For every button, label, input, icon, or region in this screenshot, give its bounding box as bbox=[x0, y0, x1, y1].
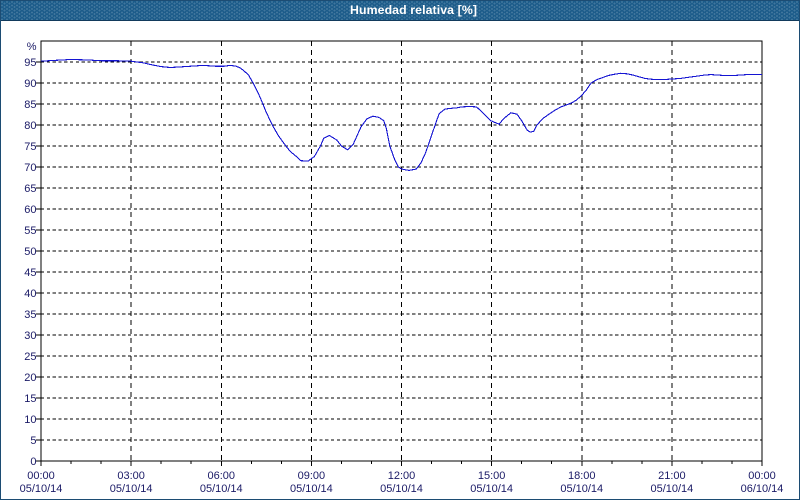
svg-text:18:00: 18:00 bbox=[568, 470, 596, 482]
svg-text:75: 75 bbox=[24, 141, 36, 153]
svg-text:21:00: 21:00 bbox=[658, 470, 686, 482]
svg-text:05/10/14: 05/10/14 bbox=[290, 483, 333, 495]
svg-text:45: 45 bbox=[24, 267, 36, 279]
svg-text:05/10/14: 05/10/14 bbox=[380, 483, 423, 495]
svg-text:90: 90 bbox=[24, 78, 36, 90]
svg-text:05/10/14: 05/10/14 bbox=[470, 483, 513, 495]
svg-text:12:00: 12:00 bbox=[388, 470, 416, 482]
svg-text:40: 40 bbox=[24, 288, 36, 300]
svg-text:03:00: 03:00 bbox=[117, 470, 145, 482]
svg-text:05/10/14: 05/10/14 bbox=[560, 483, 603, 495]
svg-text:15: 15 bbox=[24, 393, 36, 405]
svg-text:80: 80 bbox=[24, 120, 36, 132]
svg-text:05/10/14: 05/10/14 bbox=[110, 483, 153, 495]
svg-text:15:00: 15:00 bbox=[478, 470, 506, 482]
svg-text:95: 95 bbox=[24, 57, 36, 69]
svg-text:09:00: 09:00 bbox=[298, 470, 326, 482]
svg-text:10: 10 bbox=[24, 414, 36, 426]
svg-text:25: 25 bbox=[24, 351, 36, 363]
svg-text:05/10/14: 05/10/14 bbox=[20, 483, 63, 495]
svg-text:30: 30 bbox=[24, 330, 36, 342]
svg-text:06:00: 06:00 bbox=[207, 470, 235, 482]
svg-text:60: 60 bbox=[24, 204, 36, 216]
svg-text:50: 50 bbox=[24, 246, 36, 258]
svg-text:20: 20 bbox=[24, 372, 36, 384]
svg-text:0: 0 bbox=[30, 456, 36, 468]
svg-text:5: 5 bbox=[30, 435, 36, 447]
svg-text:00:00: 00:00 bbox=[748, 470, 776, 482]
svg-text:05/10/14: 05/10/14 bbox=[200, 483, 243, 495]
svg-text:05/10/14: 05/10/14 bbox=[650, 483, 693, 495]
svg-text:65: 65 bbox=[24, 183, 36, 195]
svg-text:06/10/14: 06/10/14 bbox=[741, 483, 784, 495]
svg-text:%: % bbox=[27, 41, 37, 53]
svg-text:70: 70 bbox=[24, 162, 36, 174]
svg-text:85: 85 bbox=[24, 99, 36, 111]
svg-text:00:00: 00:00 bbox=[27, 470, 55, 482]
svg-text:35: 35 bbox=[24, 309, 36, 321]
svg-text:55: 55 bbox=[24, 225, 36, 237]
